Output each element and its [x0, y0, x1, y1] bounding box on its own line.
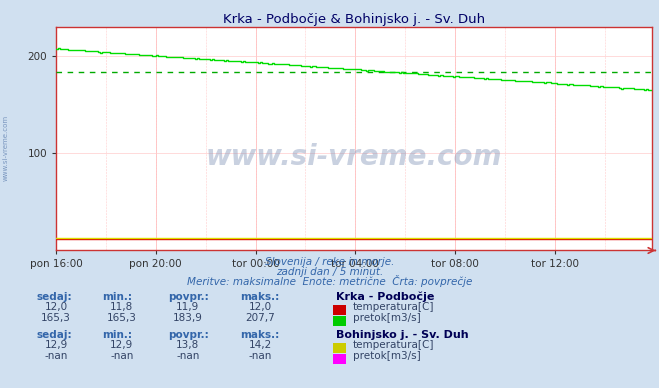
Text: -nan: -nan	[248, 351, 272, 361]
Text: min.:: min.:	[102, 291, 132, 301]
Text: maks.:: maks.:	[241, 291, 280, 301]
Text: sedaj:: sedaj:	[36, 329, 72, 340]
Text: temperatura[C]: temperatura[C]	[353, 302, 434, 312]
Text: Krka - Podbočje: Krka - Podbočje	[336, 291, 434, 301]
Text: 12,9: 12,9	[110, 340, 134, 350]
Text: www.si-vreme.com: www.si-vreme.com	[2, 114, 9, 180]
Text: 207,7: 207,7	[245, 313, 275, 323]
Text: 12,0: 12,0	[44, 302, 68, 312]
Text: min.:: min.:	[102, 329, 132, 340]
Text: -nan: -nan	[110, 351, 134, 361]
Text: 165,3: 165,3	[41, 313, 71, 323]
Text: Slovenija / reke in morje.: Slovenija / reke in morje.	[265, 256, 394, 267]
Text: temperatura[C]: temperatura[C]	[353, 340, 434, 350]
Text: www.si-vreme.com: www.si-vreme.com	[206, 142, 502, 171]
Text: 183,9: 183,9	[173, 313, 203, 323]
Text: povpr.:: povpr.:	[168, 291, 209, 301]
Text: pretok[m3/s]: pretok[m3/s]	[353, 351, 420, 361]
Text: zadnji dan / 5 minut.: zadnji dan / 5 minut.	[276, 267, 383, 277]
Text: 12,9: 12,9	[44, 340, 68, 350]
Text: 12,0: 12,0	[248, 302, 272, 312]
Text: -nan: -nan	[176, 351, 200, 361]
Text: sedaj:: sedaj:	[36, 291, 72, 301]
Text: Meritve: maksimalne  Enote: metrične  Črta: povprečje: Meritve: maksimalne Enote: metrične Črta…	[186, 275, 473, 287]
Text: povpr.:: povpr.:	[168, 329, 209, 340]
Text: Bohinjsko j. - Sv. Duh: Bohinjsko j. - Sv. Duh	[336, 329, 469, 340]
Text: -nan: -nan	[44, 351, 68, 361]
Text: pretok[m3/s]: pretok[m3/s]	[353, 313, 420, 323]
Text: 11,9: 11,9	[176, 302, 200, 312]
Text: 13,8: 13,8	[176, 340, 200, 350]
Text: 14,2: 14,2	[248, 340, 272, 350]
Text: 165,3: 165,3	[107, 313, 137, 323]
Text: 11,8: 11,8	[110, 302, 134, 312]
Text: maks.:: maks.:	[241, 329, 280, 340]
Title: Krka - Podbočje & Bohinjsko j. - Sv. Duh: Krka - Podbočje & Bohinjsko j. - Sv. Duh	[223, 13, 485, 26]
